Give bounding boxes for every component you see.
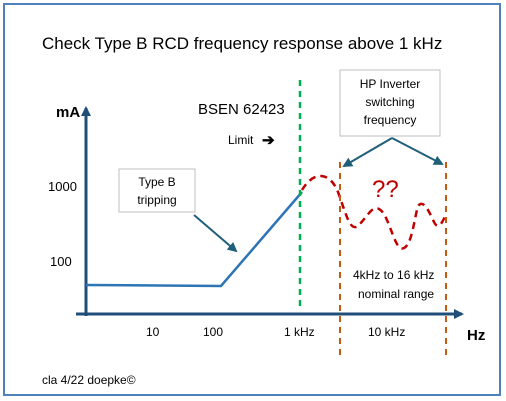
range-label-line-2: nominal range (358, 287, 434, 301)
range-label-line-1: 4kHz to 16 kHz (353, 268, 434, 282)
tripping-callout-arrow (193, 214, 238, 253)
inverter-callout-box (339, 69, 441, 137)
x-tick-label-10: 10 (146, 325, 160, 339)
tripping-callout-line-2: tripping (137, 193, 176, 207)
tripping-curve (85, 191, 303, 288)
tripping-callout-box (118, 168, 196, 213)
inverter-callout-line-2: switching (365, 95, 414, 109)
x-axis-unit: Hz (467, 327, 485, 344)
inverter-callout-line-3: frequency (364, 113, 417, 127)
y-tick-label-100: 100 (50, 254, 72, 269)
y-axis-unit: mA (56, 104, 80, 121)
inverter-arrow-right (391, 137, 444, 165)
inverter-arrow-left (342, 137, 393, 168)
footer-credit: cla 4/22 doepke© (42, 373, 136, 387)
inverter-callout-line-1: HP Inverter (360, 77, 420, 91)
x-tick-label-10khz: 10 kHz (368, 325, 405, 339)
limit-label: Limit (228, 133, 254, 147)
x-tick-label-1khz: 1 kHz (284, 325, 315, 339)
x-tick-label-100: 100 (203, 325, 223, 339)
standard-label: BSEN 62423 (198, 101, 285, 118)
unknown-label: ?? (372, 176, 399, 203)
limit-arrow-icon: ➔ (262, 132, 275, 149)
tripping-callout-line-1: Type B (138, 175, 175, 189)
y-tick-label-1000: 1000 (48, 179, 77, 194)
diagram-title: Check Type B RCD frequency response abov… (42, 34, 442, 53)
